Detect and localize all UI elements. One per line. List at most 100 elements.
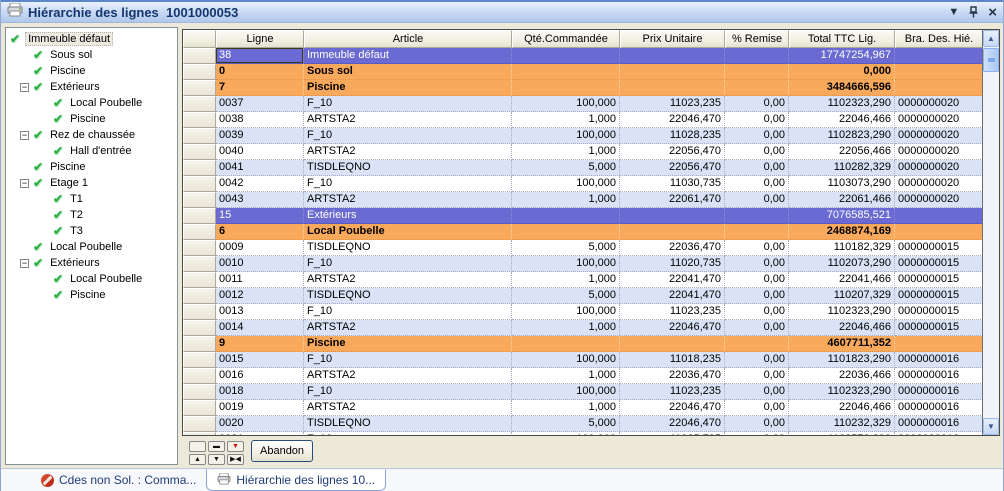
tree-item-label[interactable]: T2 bbox=[70, 209, 83, 221]
table-cell[interactable]: Sous sol bbox=[304, 64, 512, 80]
table-cell[interactable]: 0013 bbox=[216, 304, 304, 320]
table-cell[interactable]: 0000000015 bbox=[895, 304, 983, 320]
table-cell[interactable] bbox=[895, 224, 983, 240]
table-cell[interactable]: 100,000 bbox=[512, 176, 620, 192]
table-row[interactable]: 0042 F_10 100,000 11030,735 0,00 1103073,290 0… bbox=[183, 176, 983, 192]
table-cell[interactable]: 0037 bbox=[216, 96, 304, 112]
table-cell[interactable] bbox=[725, 224, 789, 240]
close-icon[interactable]: × bbox=[988, 3, 997, 21]
table-row[interactable]: 0014 ARTSTA2 1,000 22046,470 0,00 22046,466 00… bbox=[183, 320, 983, 336]
tree-item-label[interactable]: Extérieurs bbox=[50, 81, 100, 93]
table-cell[interactable]: 11023,235 bbox=[620, 96, 725, 112]
table-cell[interactable]: 0000000016 bbox=[895, 368, 983, 384]
table-cell[interactable]: 0019 bbox=[216, 400, 304, 416]
table-cell[interactable]: 0000000015 bbox=[895, 256, 983, 272]
tab-hierarchie-lignes[interactable]: Hiérarchie des lignes 10... bbox=[206, 469, 387, 491]
table-cell[interactable]: 0000000016 bbox=[895, 432, 983, 435]
tree-item-label[interactable]: Piscine bbox=[70, 113, 106, 125]
nav-blank-button[interactable] bbox=[189, 441, 206, 452]
table-cell[interactable]: ARTSTA2 bbox=[304, 272, 512, 288]
column-header[interactable]: Total TTC Lig. bbox=[789, 30, 895, 48]
table-cell[interactable] bbox=[895, 208, 983, 224]
table-row[interactable]: 0011 ARTSTA2 1,000 22041,470 0,00 22041,466 00… bbox=[183, 272, 983, 288]
pin-icon[interactable] bbox=[969, 6, 978, 18]
tree-item-label[interactable]: Piscine bbox=[70, 289, 106, 301]
table-cell[interactable]: 0,000 bbox=[789, 64, 895, 80]
table-cell[interactable]: 100,000 bbox=[512, 352, 620, 368]
table-row[interactable]: 0018 F_10 100,000 11023,235 0,00 1102323,290 0… bbox=[183, 384, 983, 400]
scrollbar-track[interactable] bbox=[983, 72, 999, 418]
table-cell[interactable]: 1,000 bbox=[512, 192, 620, 208]
table-cell[interactable]: 1102323,290 bbox=[789, 384, 895, 400]
table-cell[interactable]: 100,000 bbox=[512, 96, 620, 112]
row-selector-cell[interactable] bbox=[183, 128, 216, 144]
table-cell[interactable]: 0018 bbox=[216, 384, 304, 400]
column-header[interactable] bbox=[183, 30, 216, 48]
table-cell[interactable]: 0,00 bbox=[725, 352, 789, 368]
tree-item-label[interactable]: Local Poubelle bbox=[70, 273, 143, 285]
tree-expander-icon[interactable]: − bbox=[20, 177, 29, 188]
tree-item-label[interactable]: Local Poubelle bbox=[50, 241, 123, 253]
table-cell[interactable]: 1102573,290 bbox=[789, 432, 895, 435]
tree-item[interactable]: − ✔ Rez de chaussée bbox=[6, 127, 177, 143]
table-cell[interactable]: TISDLEQNO bbox=[304, 240, 512, 256]
table-cell[interactable]: F_10 bbox=[304, 384, 512, 400]
table-cell[interactable] bbox=[725, 48, 789, 64]
nav-bar-button[interactable]: ▬ bbox=[208, 441, 225, 452]
table-cell[interactable]: 1,000 bbox=[512, 272, 620, 288]
tree-item[interactable]: ✔ Local Poubelle bbox=[6, 239, 177, 255]
table-cell[interactable]: 0000000020 bbox=[895, 176, 983, 192]
row-selector-cell[interactable] bbox=[183, 48, 216, 64]
table-cell[interactable]: 0000000016 bbox=[895, 352, 983, 368]
tree-item[interactable]: ✔ T1 bbox=[6, 191, 177, 207]
table-cell[interactable]: 22041,470 bbox=[620, 272, 725, 288]
table-cell[interactable]: 110182,329 bbox=[789, 240, 895, 256]
table-cell[interactable]: 22046,470 bbox=[620, 320, 725, 336]
table-cell[interactable]: 22046,466 bbox=[789, 112, 895, 128]
table-cell[interactable] bbox=[895, 48, 983, 64]
table-cell[interactable]: 0042 bbox=[216, 176, 304, 192]
table-cell[interactable]: 0000000020 bbox=[895, 112, 983, 128]
tree-item-label[interactable]: Piscine bbox=[50, 65, 86, 77]
table-cell[interactable] bbox=[512, 80, 620, 96]
tree-item-label[interactable]: T3 bbox=[70, 225, 83, 237]
tree-item[interactable]: ✔ Immeuble défaut bbox=[6, 31, 177, 47]
tree-item-label[interactable]: Immeuble défaut bbox=[25, 32, 113, 46]
column-header[interactable]: % Remise bbox=[725, 30, 789, 48]
table-cell[interactable] bbox=[512, 224, 620, 240]
table-cell[interactable] bbox=[620, 208, 725, 224]
column-header[interactable]: Bra. Des. Hié. bbox=[895, 30, 983, 48]
row-selector-cell[interactable] bbox=[183, 176, 216, 192]
table-cell[interactable] bbox=[512, 336, 620, 352]
row-selector-cell[interactable] bbox=[183, 160, 216, 176]
table-cell[interactable]: 0000000020 bbox=[895, 96, 983, 112]
table-cell[interactable]: 0043 bbox=[216, 192, 304, 208]
table-cell[interactable]: 4607711,352 bbox=[789, 336, 895, 352]
table-cell[interactable]: 0000000016 bbox=[895, 384, 983, 400]
table-cell[interactable]: 0 bbox=[216, 64, 304, 80]
table-row[interactable]: 0009 TISDLEQNO 5,000 22036,470 0,00 110182,32… bbox=[183, 240, 983, 256]
row-selector-cell[interactable] bbox=[183, 320, 216, 336]
table-cell[interactable]: F_10 bbox=[304, 304, 512, 320]
table-cell[interactable]: 100,000 bbox=[512, 384, 620, 400]
table-cell[interactable]: 5,000 bbox=[512, 240, 620, 256]
row-selector-cell[interactable] bbox=[183, 400, 216, 416]
table-cell[interactable]: 0,00 bbox=[725, 432, 789, 435]
row-selector-cell[interactable] bbox=[183, 336, 216, 352]
table-cell[interactable]: 22036,470 bbox=[620, 240, 725, 256]
table-row[interactable]: 38 Immeuble défaut 17747254,967 bbox=[183, 48, 983, 64]
tree-item-label[interactable]: Hall d'entrée bbox=[70, 145, 132, 157]
tree-expander-icon[interactable]: − bbox=[20, 129, 29, 140]
row-selector-cell[interactable] bbox=[183, 80, 216, 96]
table-cell[interactable] bbox=[725, 64, 789, 80]
table-cell[interactable]: 0000000020 bbox=[895, 192, 983, 208]
row-selector-cell[interactable] bbox=[183, 208, 216, 224]
table-cell[interactable]: 1,000 bbox=[512, 400, 620, 416]
row-selector-cell[interactable] bbox=[183, 432, 216, 435]
table-cell[interactable]: 0039 bbox=[216, 128, 304, 144]
table-cell[interactable]: 5,000 bbox=[512, 160, 620, 176]
table-cell[interactable]: 6 bbox=[216, 224, 304, 240]
tree-expander-icon[interactable]: − bbox=[20, 81, 29, 92]
nav-up-button[interactable]: ▲ bbox=[189, 454, 206, 465]
table-cell[interactable]: 110282,329 bbox=[789, 160, 895, 176]
